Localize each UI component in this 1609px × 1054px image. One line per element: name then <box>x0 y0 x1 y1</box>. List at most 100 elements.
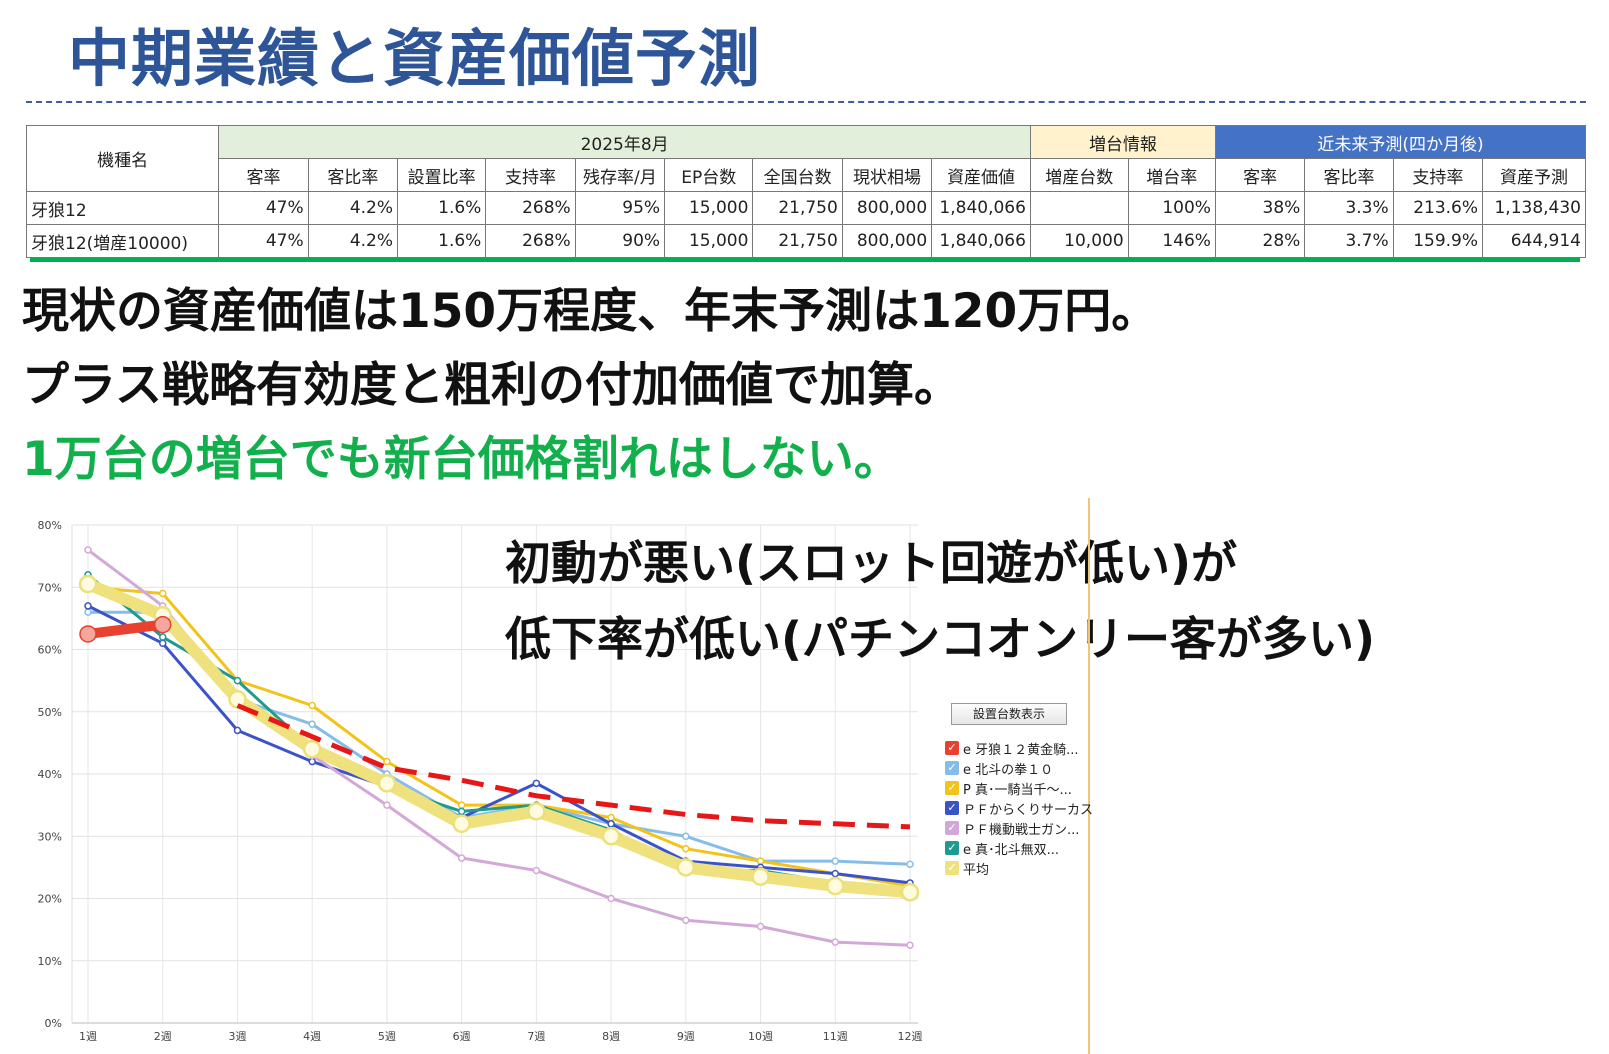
series-point <box>906 941 914 949</box>
legend-item[interactable]: ✓ ＰＦからくりサーカス <box>945 798 1093 818</box>
row-name: 牙狼12 <box>25 191 220 225</box>
series-point <box>826 876 845 896</box>
legend-label: P 真･一騎当千～... <box>963 782 1072 798</box>
column-header: 増台率 <box>1127 158 1216 192</box>
show-install-count-button[interactable]: 設置台数表示 <box>951 703 1067 725</box>
column-header: 支持率 <box>485 158 576 192</box>
series-point <box>79 625 97 643</box>
table-cell: 1,840,066 <box>931 191 1031 225</box>
series-point <box>756 857 765 865</box>
table-cell: 4.2% <box>307 224 399 258</box>
x-tick-label: 1週 <box>79 1030 97 1043</box>
message-line-3: 1万台の増台でも新台価格割れはしない。 <box>22 432 901 487</box>
table-cell: 1,138,430 <box>1482 191 1586 225</box>
series-point <box>532 779 541 788</box>
series-point <box>682 916 690 925</box>
table-cell: 1.6% <box>397 224 487 258</box>
column-header: 客率 <box>1214 158 1306 192</box>
chart-note-line-1: 初動が悪い(スロット回遊が低い)が <box>505 536 1238 590</box>
table-cell: 100% <box>1127 191 1216 225</box>
table-cell: 1,840,066 <box>931 224 1031 258</box>
title-divider <box>26 101 1586 103</box>
chart-grid <box>71 524 918 1024</box>
series-group <box>79 615 172 643</box>
y-tick-label: 60% <box>38 644 62 657</box>
column-header: 支持率 <box>1392 158 1484 192</box>
legend-item[interactable]: ✓ P 真･一騎当千～... <box>945 778 1093 798</box>
series-point <box>457 801 466 809</box>
legend-checkbox-icon[interactable]: ✓ <box>945 761 959 775</box>
table-cell: 95% <box>574 191 666 225</box>
series-point <box>153 615 172 634</box>
chart-note-line-2: 低下率が低い(パチンコオンリー客が多い) <box>505 612 1376 666</box>
x-tick-label: 10週 <box>748 1030 773 1043</box>
table-cell: 47% <box>218 191 309 225</box>
series-point <box>84 608 92 616</box>
legend-label: e 真･北斗無双... <box>963 842 1060 858</box>
row-name: 牙狼12(増産10000) <box>25 224 220 258</box>
series-point <box>676 858 696 877</box>
legend-checkbox-icon[interactable]: ✓ <box>945 821 959 835</box>
table-cell: 90% <box>574 224 666 258</box>
x-tick-label: 2週 <box>154 1030 172 1043</box>
series-line <box>83 619 168 639</box>
forecast-trend-line <box>236 703 911 830</box>
page-title: 中期業績と資産価値予測 <box>68 22 762 95</box>
series-point <box>78 574 98 594</box>
chart-labels: 0% 10% 20% 30% 40% 50% 60% 70% 80% 1週 2週 3週 4週 5週 6週 7週… <box>38 519 923 1043</box>
series-point <box>308 757 316 766</box>
legend-label: e 牙狼１２黄金騎... <box>963 742 1079 758</box>
series-point <box>607 894 615 903</box>
series-point <box>302 739 322 759</box>
series-point <box>607 820 615 828</box>
y-tick-label: 70% <box>38 581 62 594</box>
x-tick-label: 12週 <box>898 1030 923 1043</box>
legend-item[interactable]: ✓ e 牙狼１２黄金騎... <box>945 738 1093 758</box>
series-point <box>308 701 316 710</box>
column-header: EP台数 <box>664 158 754 192</box>
table-column-header-row: 客率 客比率 設置比率 支持率 残存率/月 EP台数 全国台数 現状相場 資産価値 増産台数 増台率… <box>27 158 1586 192</box>
series-point <box>682 844 690 853</box>
series-point <box>457 854 466 862</box>
column-header: 客比率 <box>1304 158 1394 192</box>
series-point <box>831 869 840 878</box>
x-tick-label: 11週 <box>823 1030 848 1043</box>
table-cell: 38% <box>1214 191 1306 225</box>
series-line <box>82 578 916 899</box>
legend-label: ＰＦからくりサーカス <box>963 802 1094 818</box>
legend-item[interactable]: ✓ e 真･北斗無双... <box>945 838 1093 858</box>
message-line-1: 現状の資産価値は150万程度、年末予測は120万円。 <box>22 284 1159 339</box>
legend-checkbox-icon[interactable]: ✓ <box>945 801 959 815</box>
forecast-group-header: 近未来予測(四か月後) <box>1214 125 1587 159</box>
y-tick-label: 20% <box>38 893 62 906</box>
table-row: 牙狼12(増産10000) 47% 4.2% 1.6% 268% 90% 15,000 21… <box>25 224 1586 258</box>
legend-checkbox-icon[interactable]: ✓ <box>945 841 959 855</box>
series-point <box>233 726 242 735</box>
legend-item[interactable]: ✓ e 北斗の拳１０ <box>945 758 1093 778</box>
series-point <box>532 866 541 875</box>
table-cell: 21,750 <box>752 224 843 258</box>
y-tick-label: 0% <box>45 1017 62 1030</box>
series-point <box>383 801 391 809</box>
legend-checkbox-icon[interactable]: ✓ <box>945 781 959 795</box>
series-point <box>228 690 247 709</box>
column-header: 客比率 <box>307 158 399 192</box>
table-cell: 3.7% <box>1304 224 1394 258</box>
legend-item[interactable]: ✓ 平均 <box>945 858 1093 878</box>
table-cell: 28% <box>1214 224 1306 258</box>
x-tick-label: 4週 <box>303 1030 321 1043</box>
table-cell: 159.9% <box>1392 224 1484 258</box>
legend-checkbox-icon[interactable]: ✓ <box>945 861 959 875</box>
legend-checkbox-icon[interactable]: ✓ <box>945 741 959 755</box>
legend-item[interactable]: ✓ ＰＦ機動戦士ガン... <box>945 818 1093 838</box>
table-cell: 15,000 <box>664 191 754 225</box>
column-header: 設置比率 <box>397 158 487 192</box>
period-group-header: 2025年8月 <box>218 125 1031 159</box>
column-header: 増産台数 <box>1029 158 1129 192</box>
series-point <box>607 813 615 822</box>
retention-line-chart: 0% 10% 20% 30% 40% 50% 60% 70% 80% 1週 2週 3週 4週 5週 6週 7週… <box>38 519 923 1043</box>
series-point <box>601 827 621 846</box>
series-point <box>452 814 471 834</box>
model-name-header: 機種名 <box>25 125 220 192</box>
table-cell: 800,000 <box>841 191 933 225</box>
